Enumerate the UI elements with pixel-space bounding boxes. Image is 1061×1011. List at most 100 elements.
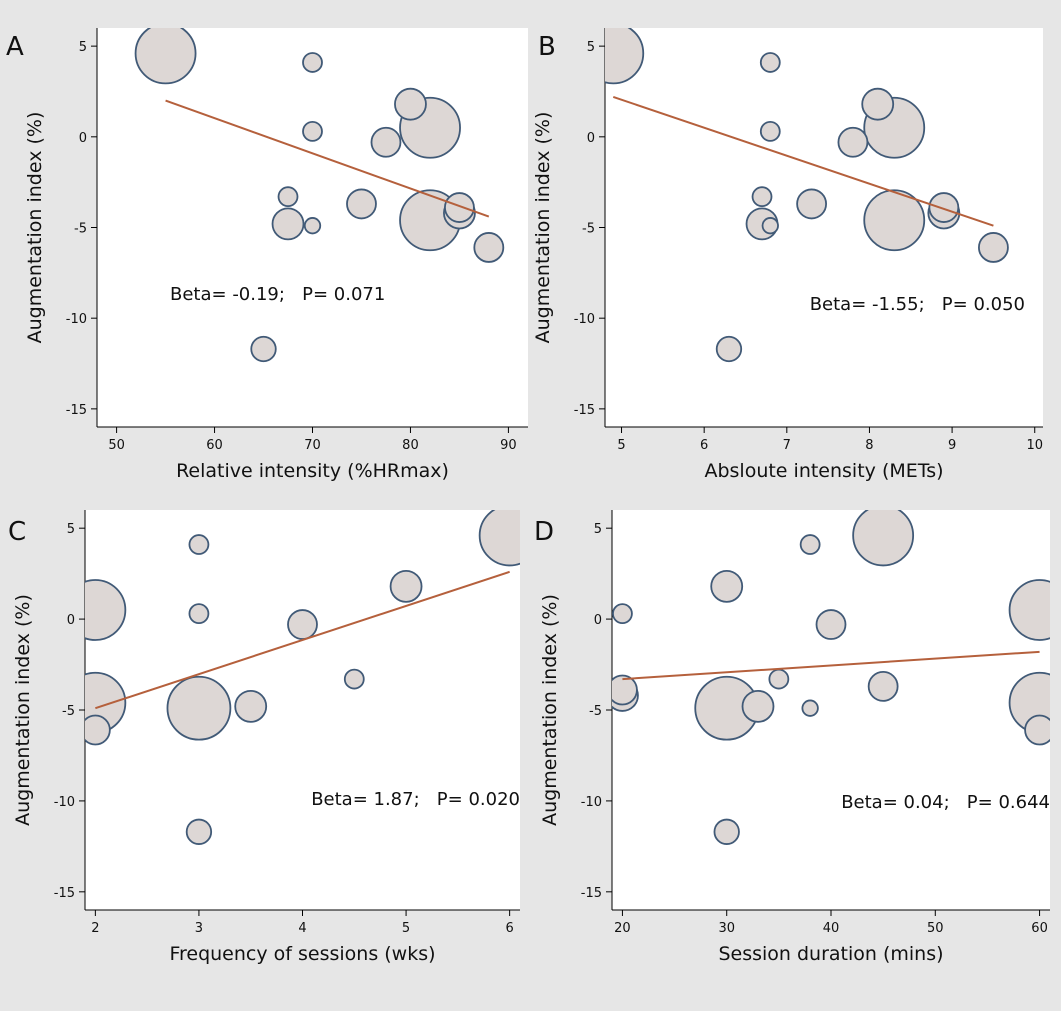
data-point [271, 207, 305, 241]
data-point [612, 603, 633, 625]
data-points [605, 28, 1009, 363]
y-tick-label: -15 [54, 886, 75, 901]
data-point [713, 818, 740, 845]
x-tick-label: 9 [948, 438, 956, 453]
regression-annotation: Beta= -0.19; P= 0.071 [170, 284, 385, 305]
data-point [185, 818, 213, 845]
fit-line [165, 99, 490, 218]
data-point [741, 689, 775, 723]
y-tick-label: -15 [574, 403, 595, 418]
x-tick-label: 30 [718, 921, 735, 936]
y-tick-label: 0 [67, 613, 75, 628]
data-point [478, 510, 520, 567]
y-tick-label: 0 [79, 131, 87, 146]
data-point [796, 188, 827, 220]
fit-line [622, 650, 1040, 681]
x-axis-title: Absloute intensity (METs) [704, 460, 943, 482]
data-point [85, 579, 127, 641]
data-point [799, 534, 821, 555]
y-tick-label: -5 [62, 704, 75, 719]
data-point [277, 186, 299, 208]
y-tick-label: -10 [581, 795, 602, 810]
y-tick-label: -5 [589, 704, 602, 719]
y-tick-label: -5 [582, 222, 595, 237]
data-point [759, 120, 781, 142]
data-point [134, 28, 197, 85]
y-axis-title: Augmentation index (%) [539, 594, 561, 826]
data-point [343, 668, 365, 690]
data-point [250, 335, 277, 363]
y-axis-title: Augmentation index (%) [12, 594, 34, 826]
y-tick-label: 5 [587, 40, 595, 55]
y-tick-label: -10 [54, 795, 75, 810]
x-tick-label: 20 [614, 921, 631, 936]
panel-letter: A [6, 32, 24, 62]
x-tick-label: 2 [91, 921, 99, 936]
x-tick-label: 50 [927, 921, 944, 936]
data-point [852, 510, 915, 567]
regression-annotation: Beta= 0.04; P= 0.644 [841, 792, 1050, 813]
x-tick-label: 7 [783, 438, 791, 453]
fit-line [612, 95, 994, 227]
data-point [444, 192, 475, 223]
data-point [287, 609, 318, 640]
y-tick-label: -5 [74, 222, 87, 237]
y-tick-label: -15 [581, 886, 602, 901]
data-point [605, 28, 645, 85]
data-point [867, 670, 899, 702]
data-point [302, 52, 323, 73]
x-tick-label: 6 [700, 438, 708, 453]
x-tick-label: 70 [304, 438, 321, 453]
data-point [861, 87, 895, 121]
data-point [303, 217, 322, 235]
data-point [370, 126, 402, 158]
x-tick-label: 60 [1031, 921, 1048, 936]
data-point [863, 189, 926, 252]
y-tick-label: -10 [574, 312, 595, 327]
data-point [394, 87, 427, 121]
x-tick-label: 5 [617, 438, 625, 453]
panel-letter: D [534, 517, 554, 547]
data-point [302, 120, 323, 142]
data-point [188, 534, 210, 555]
data-point [389, 569, 423, 603]
y-tick-label: -10 [66, 312, 87, 327]
plot-area [605, 28, 1043, 427]
data-point [715, 335, 743, 363]
y-tick-label: 0 [594, 613, 602, 628]
plot-area [612, 510, 1050, 910]
data-point [234, 689, 268, 723]
x-tick-label: 8 [865, 438, 873, 453]
x-tick-label: 90 [500, 438, 517, 453]
data-points [134, 28, 505, 363]
x-tick-label: 80 [402, 438, 419, 453]
plot-area [85, 510, 520, 910]
data-point [710, 569, 744, 603]
y-axis-title: Augmentation index (%) [24, 112, 46, 344]
x-tick-label: 10 [1026, 438, 1043, 453]
data-point [978, 232, 1009, 263]
data-point [612, 674, 638, 706]
y-tick-label: 0 [587, 131, 595, 146]
y-tick-label: -15 [66, 403, 87, 418]
y-tick-label: 5 [67, 522, 75, 537]
panel-letter: C [8, 517, 26, 547]
x-axis-title: Frequency of sessions (wks) [169, 943, 435, 965]
fit-line [95, 570, 510, 710]
y-tick-label: 5 [79, 40, 87, 55]
x-tick-label: 60 [206, 438, 223, 453]
data-point [188, 603, 210, 625]
panel-b: 5 0 -5 -10 -15 5 6 7 8 9 10 Beta= -1.55; P= 0.050 Ab… [532, 28, 1043, 482]
x-tick-label: 50 [108, 438, 125, 453]
x-axis-title: Session duration (mins) [718, 943, 943, 965]
x-tick-label: 6 [506, 921, 514, 936]
data-point [815, 609, 847, 640]
data-point [166, 675, 232, 741]
data-points [85, 510, 520, 845]
panel-letter: B [538, 32, 556, 62]
data-point [761, 217, 779, 235]
y-tick-label: 5 [594, 522, 602, 537]
